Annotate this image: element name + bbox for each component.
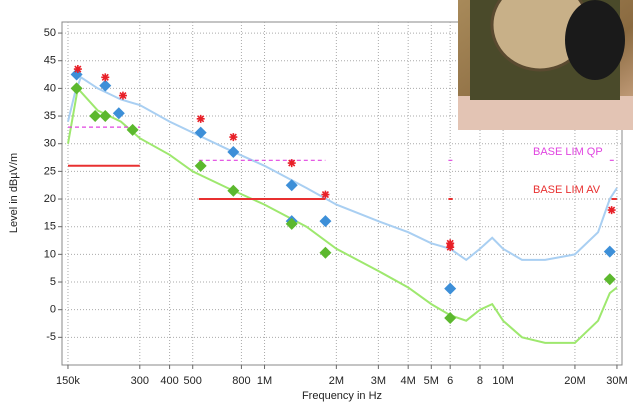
diamond-marker	[319, 215, 332, 228]
photo-inset	[458, 0, 633, 130]
trace-line	[67, 86, 618, 344]
diamond-marker	[70, 82, 83, 95]
star-marker	[287, 159, 296, 168]
y-tick-label: 50	[44, 27, 56, 39]
x-tick-label: 500	[184, 375, 202, 387]
x-tick-label: 3M	[371, 375, 386, 387]
y-tick-label: 20	[44, 193, 56, 205]
star-marker	[118, 91, 127, 100]
y-tick-label: 30	[44, 138, 56, 150]
diamond-marker	[112, 107, 125, 120]
y-tick-label: 10	[44, 248, 56, 260]
diamond-marker	[99, 110, 112, 123]
star-marker	[196, 114, 205, 123]
diamond-marker	[194, 126, 207, 139]
y-tick-label: 40	[44, 82, 56, 94]
x-axis-label: Frequency in Hz	[302, 390, 382, 402]
diamond-marker	[444, 311, 457, 324]
x-tick-label: 8	[477, 375, 483, 387]
annotation: BASE LIM AV	[533, 184, 601, 196]
x-tick-label: 2M	[329, 375, 344, 387]
diamond-marker	[99, 79, 112, 92]
star-marker	[321, 190, 330, 199]
annotation: BASE LIM QP	[533, 146, 603, 158]
x-tick-label: 1M	[257, 375, 272, 387]
y-tick-label: -5	[46, 331, 56, 343]
x-tick-label: 800	[232, 375, 250, 387]
y-tick-label: 45	[44, 55, 56, 67]
x-tick-label: 6	[447, 375, 453, 387]
diamond-marker	[227, 146, 240, 159]
y-tick-label: 5	[50, 276, 56, 288]
star-marker	[101, 73, 110, 82]
x-tick-label: 4M	[401, 375, 416, 387]
trace-line	[67, 75, 618, 262]
star-marker	[607, 206, 616, 215]
diamond-marker	[319, 246, 332, 259]
diamond-marker	[89, 110, 102, 123]
x-tick-label: 10M	[492, 375, 513, 387]
y-tick-label: 25	[44, 165, 56, 177]
diamond-marker	[603, 273, 616, 286]
y-tick-label: 0	[50, 304, 56, 316]
diamond-marker	[444, 282, 457, 295]
x-tick-label: 5M	[424, 375, 439, 387]
x-tick-label: 400	[160, 375, 178, 387]
star-marker	[73, 65, 82, 74]
diamond-marker	[603, 245, 616, 258]
x-tick-label: 300	[131, 375, 149, 387]
y-tick-label: 15	[44, 221, 56, 233]
y-tick-label: 35	[44, 110, 56, 122]
trace-line	[68, 126, 617, 161]
x-tick-label: 30M	[606, 375, 627, 387]
photo-edge	[458, 96, 633, 130]
trace-line	[68, 164, 617, 200]
diamond-marker	[126, 123, 139, 136]
diamond-marker	[227, 184, 240, 197]
star-marker	[229, 133, 238, 142]
x-tick-label: 20M	[564, 375, 585, 387]
photo-shadow	[565, 0, 625, 80]
star-marker	[446, 243, 455, 252]
diamond-marker	[285, 217, 298, 230]
y-axis-label: Level in dBµV/m	[8, 153, 20, 233]
diamond-marker	[285, 179, 298, 192]
x-tick-label: 150k	[56, 375, 80, 387]
diamond-marker	[194, 159, 207, 172]
